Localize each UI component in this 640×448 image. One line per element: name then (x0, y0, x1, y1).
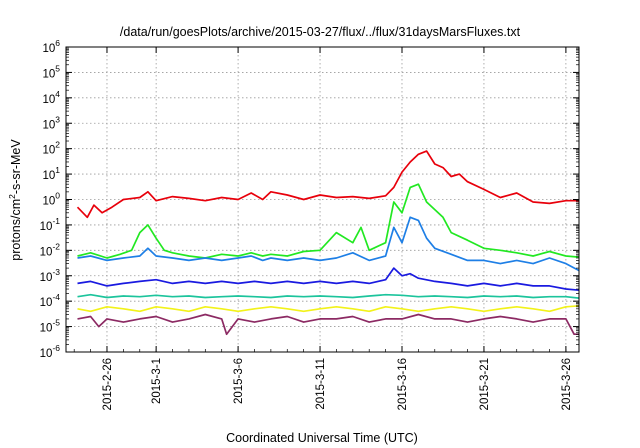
x-tick-label: 2015-2-26 (102, 358, 114, 410)
series-line (77, 216, 579, 272)
y-tick-label: 10-3 (40, 267, 61, 284)
chart-title: /data/run/goesPlots/archive/2015-03-27/f… (120, 25, 521, 39)
x-axis-label: Coordinated Universal Time (UTC) (226, 431, 418, 445)
series-line (77, 183, 579, 259)
data-series (76, 150, 579, 336)
x-tick-label: 2015-3-16 (397, 358, 409, 410)
series-line (76, 150, 579, 219)
y-tick-label: 10-6 (40, 343, 61, 360)
series-line (77, 304, 579, 313)
grid-lines (66, 47, 579, 352)
y-axis-label-rest: -s-sr-MeV (9, 139, 23, 195)
series-line (77, 313, 579, 336)
series-line (77, 293, 579, 299)
y-tick-label: 100 (42, 191, 60, 208)
y-tick-label: 102 (42, 140, 60, 157)
y-tick-label: 104 (42, 89, 60, 106)
series-line (77, 267, 579, 292)
x-tick-label: 2015-3-1 (151, 358, 163, 404)
axis-ticks: 10-6 10-5 10-4 10-3 10-2 10-1 100 101 102 103 104 1… (40, 38, 579, 410)
x-tick-label: 2015-3-11 (315, 358, 327, 410)
y-tick-label: 10-2 (40, 241, 61, 258)
y-tick-label: 101 (42, 165, 60, 182)
y-tick-label: 10-5 (40, 318, 61, 335)
y-axis-label-sup: 2 (7, 194, 17, 199)
y-axis-label-main: protons/cm (9, 199, 23, 261)
y-axis-label: protons/cm2-s-sr-MeV (7, 139, 23, 261)
y-tick-label: 103 (42, 114, 60, 131)
y-tick-label: 10-1 (40, 216, 61, 233)
x-tick-label: 2015-3-26 (561, 358, 573, 410)
y-tick-label: 105 (42, 63, 60, 80)
y-tick-label: 106 (42, 38, 60, 55)
y-tick-label: 10-4 (40, 292, 61, 309)
x-tick-label: 2015-3-6 (233, 358, 245, 404)
x-tick-label: 2015-3-21 (479, 358, 491, 410)
